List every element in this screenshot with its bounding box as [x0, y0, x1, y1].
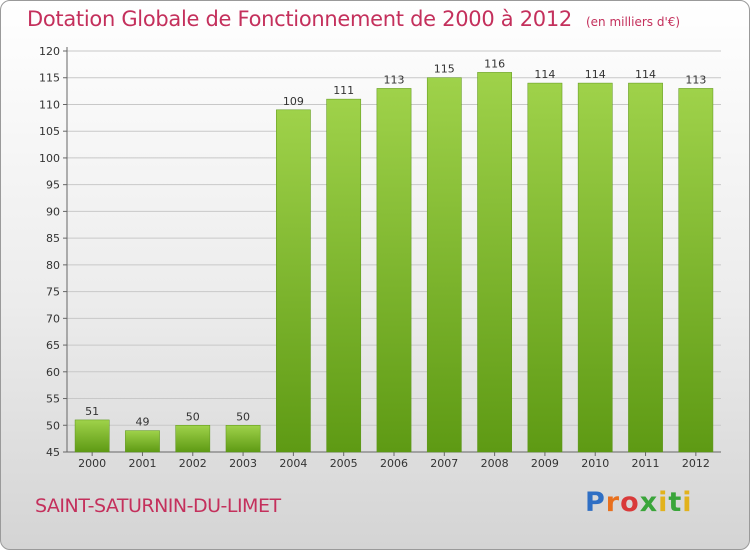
chart-title-text: Dotation Globale de Fonctionnement de 20… — [27, 7, 572, 31]
brand-letter: P — [585, 487, 606, 518]
bar — [74, 419, 110, 453]
data-label: 114 — [534, 68, 555, 81]
x-tick-label: 2006 — [380, 457, 408, 470]
bar — [175, 425, 211, 453]
data-label: 50 — [186, 410, 200, 423]
commune-name: SAINT-SATURNIN-DU-LIMET — [35, 495, 281, 517]
bar — [628, 82, 663, 453]
x-tick-label: 2012 — [682, 457, 710, 470]
data-label: 51 — [85, 405, 99, 418]
y-tick-label: 90 — [46, 205, 60, 218]
y-tick-label: 110 — [39, 98, 60, 111]
x-tick-label: 2011 — [632, 457, 660, 470]
y-tick-label: 50 — [46, 419, 60, 432]
bar — [225, 425, 261, 453]
chart-unit: (en milliers d'€) — [585, 15, 681, 29]
x-tick-label: 2004 — [279, 457, 307, 470]
x-tick-label: 2003 — [229, 457, 257, 470]
y-tick-label: 80 — [46, 259, 60, 272]
y-tick-label: 70 — [46, 312, 60, 325]
y-tick-label: 95 — [46, 179, 60, 192]
brand-letter: i — [682, 487, 693, 518]
brand-letter: i — [658, 487, 669, 518]
x-tick-label: 2008 — [481, 457, 509, 470]
x-tick-label: 2000 — [78, 457, 106, 470]
y-tick-label: 75 — [46, 286, 60, 299]
y-tick-label: 115 — [39, 72, 60, 85]
data-label: 50 — [236, 410, 250, 423]
brand-letter: o — [620, 487, 640, 518]
x-tick-label: 2005 — [330, 457, 358, 470]
data-label: 113 — [685, 73, 706, 86]
bar — [376, 88, 412, 453]
data-label: 49 — [135, 416, 149, 429]
data-label: 115 — [434, 63, 455, 76]
x-tick-label: 2010 — [581, 457, 609, 470]
y-tick-label: 85 — [46, 232, 60, 245]
x-tick-label: 2009 — [531, 457, 559, 470]
proxiti-logo: Proxiti — [585, 487, 693, 518]
data-label: 113 — [384, 73, 405, 86]
bar — [527, 82, 563, 453]
brand-letter: x — [639, 487, 659, 518]
labels: 45 50 55 60 65 70 75 80 85 90 95 100 105 110 115 120 51 2… — [39, 45, 710, 470]
bar — [125, 430, 160, 453]
y-tick-label: 65 — [46, 339, 60, 352]
bar — [678, 88, 714, 453]
bars — [74, 72, 714, 453]
y-tick-label: 55 — [46, 393, 60, 406]
y-tick-label: 120 — [39, 45, 60, 58]
x-tick-label: 2002 — [179, 457, 207, 470]
bar — [426, 77, 462, 453]
brand-letter: r — [605, 487, 621, 518]
y-tick-label: 105 — [39, 125, 60, 138]
data-label: 111 — [333, 84, 354, 97]
y-tick-label: 100 — [39, 152, 60, 165]
x-tick-label: 2001 — [128, 457, 156, 470]
data-label: 116 — [484, 57, 505, 70]
data-label: 114 — [585, 68, 606, 81]
brand-letter: t — [668, 487, 683, 518]
bar — [326, 98, 362, 453]
data-label: 109 — [283, 95, 304, 108]
data-label: 114 — [635, 68, 656, 81]
chart-title: Dotation Globale de Fonctionnement de 20… — [27, 7, 680, 31]
y-tick-label: 60 — [46, 366, 60, 379]
x-tick-label: 2007 — [430, 457, 458, 470]
bar — [477, 72, 512, 453]
y-tick-label: 45 — [46, 446, 60, 459]
bar — [577, 82, 613, 453]
bar — [276, 109, 311, 453]
